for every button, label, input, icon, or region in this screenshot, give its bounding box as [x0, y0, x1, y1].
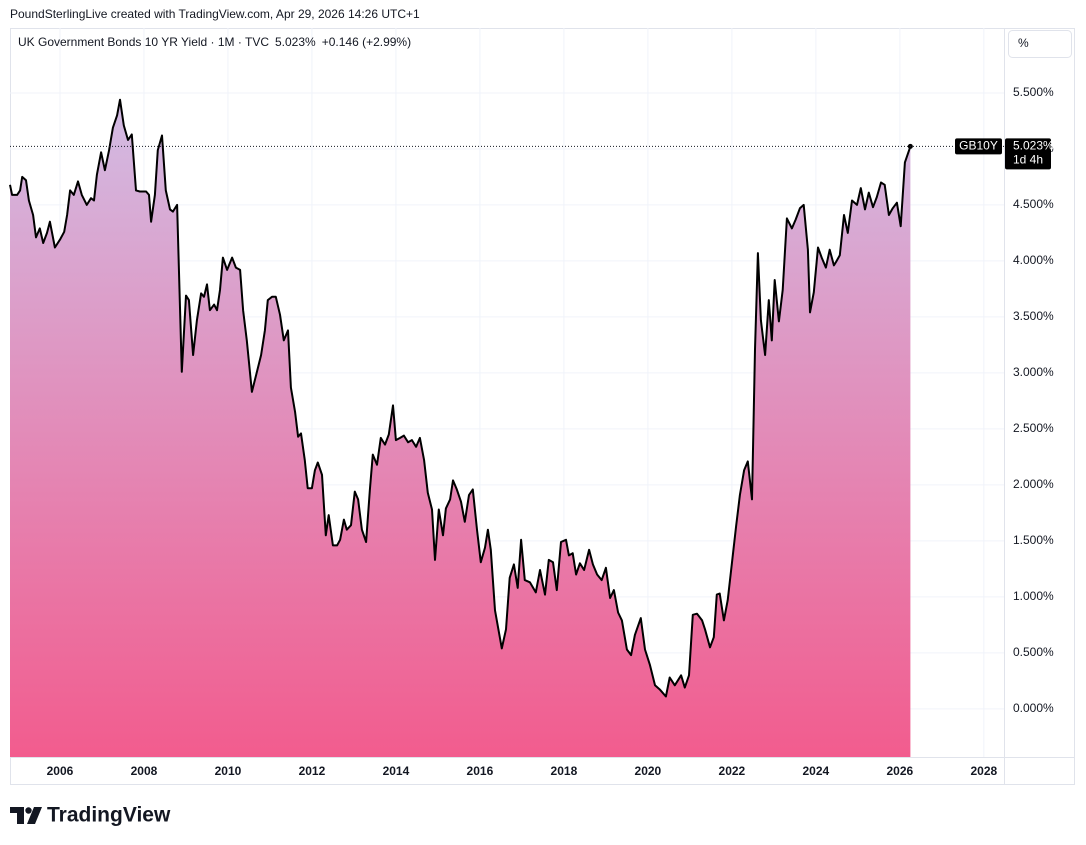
unit-label[interactable]: % — [1018, 36, 1029, 50]
y-tick-label: 3.500% — [1013, 309, 1054, 323]
logo: TradingView — [10, 804, 171, 827]
x-tick-label: 2014 — [383, 764, 410, 778]
x-tick-label: 2018 — [551, 764, 578, 778]
area-fill — [10, 99, 911, 757]
y-tick-label: 2.000% — [1013, 477, 1054, 491]
series-tag-label: GB10Y — [959, 139, 998, 153]
x-tick-label: 2026 — [887, 764, 914, 778]
x-tick-label: 2010 — [215, 764, 242, 778]
x-tick-label: 2012 — [299, 764, 326, 778]
x-tick-label: 2016 — [467, 764, 494, 778]
x-tick-label: 2020 — [635, 764, 662, 778]
y-tick-label: 3.000% — [1013, 365, 1054, 379]
axis-layer: 0.000% 0.500% 1.000% 1.500% 2.000% 2.500% 3.00… — [47, 85, 1054, 778]
legend-change: +0.146 (+2.99%) — [322, 35, 411, 49]
x-tick-label: 2008 — [131, 764, 158, 778]
logo-text: TradingView — [47, 804, 171, 827]
y-tick-label: 0.000% — [1013, 701, 1054, 715]
series-tag — [955, 138, 1002, 155]
header: PoundSterlingLive created with TradingVi… — [10, 7, 420, 21]
y-tick-label: 5.500% — [1013, 85, 1054, 99]
y-tick-label: 2.500% — [1013, 421, 1054, 435]
price-tag-label: 5.023% — [1013, 139, 1054, 153]
y-tick-label: 1.000% — [1013, 589, 1054, 603]
x-tick-label: 2028 — [970, 764, 997, 778]
countdown-label: 1d 4h — [1013, 153, 1043, 167]
x-tick-label: 2006 — [47, 764, 74, 778]
logo-icon — [10, 807, 42, 824]
y-tick-label: 0.500% — [1013, 645, 1054, 659]
x-tick-label: 2024 — [803, 764, 830, 778]
price-tag — [1005, 138, 1051, 170]
legend-title: UK Government Bonds 10 YR Yield · 1M · T… — [18, 35, 269, 49]
logo-dot — [25, 807, 32, 814]
y-tick-label: 4.500% — [1013, 197, 1054, 211]
unit-button[interactable] — [1008, 30, 1072, 58]
legend-value: 5.023% — [275, 35, 316, 49]
y-tick-label: 4.000% — [1013, 253, 1054, 267]
legend: UK Government Bonds 10 YR Yield · 1M · T… — [18, 35, 411, 49]
line — [9, 98, 912, 698]
x-tick-label: 2022 — [719, 764, 746, 778]
y-tick-label: 1.500% — [1013, 533, 1054, 547]
data-layer — [9, 98, 1004, 757]
